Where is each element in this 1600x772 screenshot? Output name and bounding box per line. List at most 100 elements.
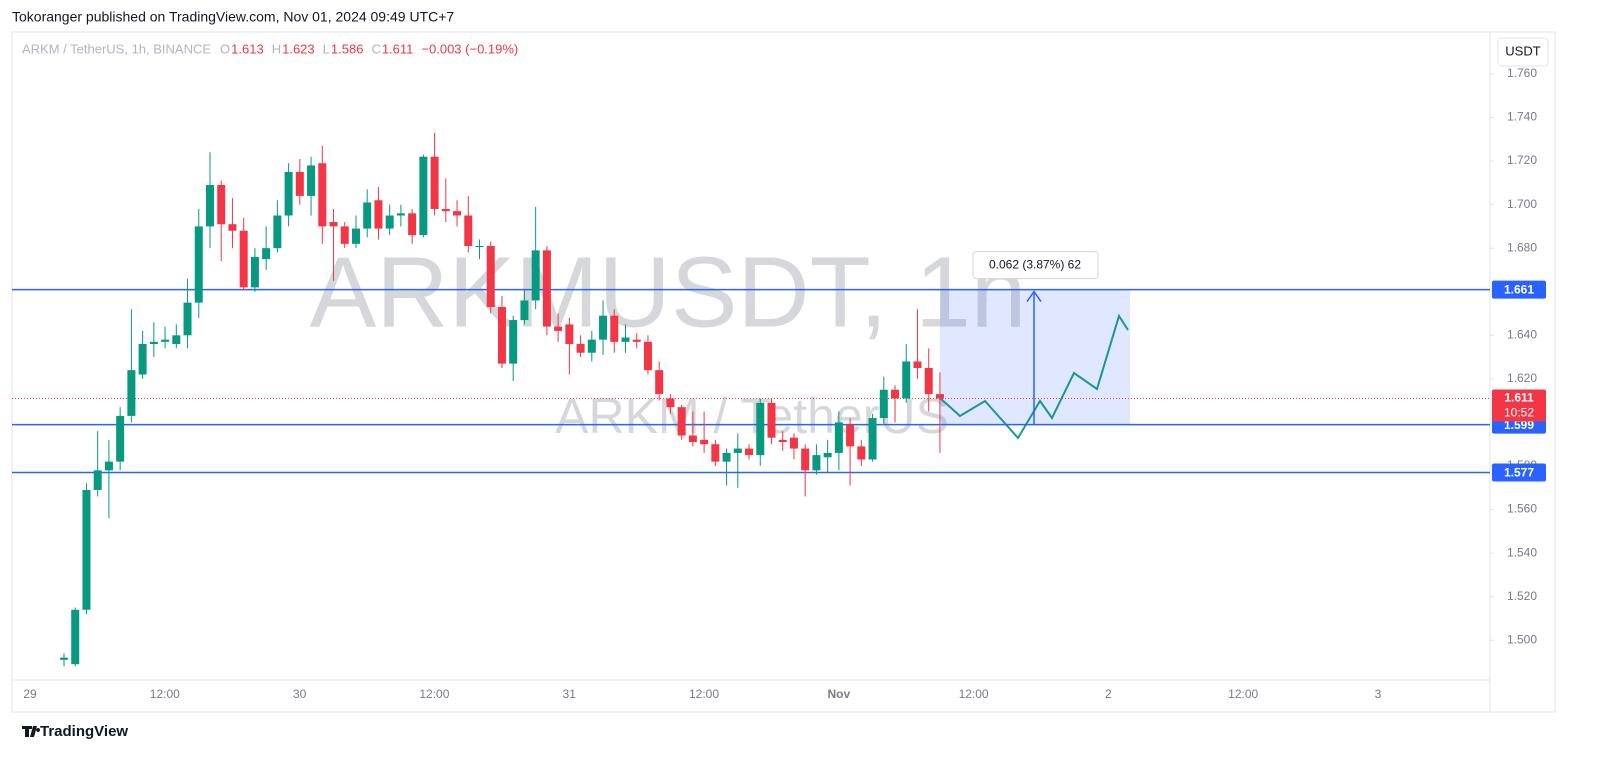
candle-body bbox=[733, 448, 742, 453]
legend-text: H bbox=[272, 41, 281, 56]
legend-text: 1.611 bbox=[382, 41, 414, 56]
candle-body bbox=[250, 256, 259, 288]
candle-body bbox=[711, 444, 720, 462]
candle-body bbox=[677, 407, 686, 436]
currency-button[interactable] bbox=[1497, 37, 1549, 67]
candle-body bbox=[419, 156, 428, 236]
candle-body bbox=[868, 418, 877, 460]
candle-body bbox=[666, 398, 675, 408]
x-tick-label: 12:00 bbox=[1228, 687, 1258, 701]
candle-body bbox=[632, 339, 641, 342]
level-price-label: 1.577 bbox=[1504, 466, 1534, 480]
last-price-label: 1.611 bbox=[1504, 391, 1534, 405]
candle-body bbox=[610, 315, 619, 342]
candle-body bbox=[688, 435, 697, 443]
candle-body bbox=[363, 202, 372, 229]
candle-body bbox=[520, 300, 529, 321]
x-tick-label: 12:00 bbox=[689, 687, 719, 701]
candle-body bbox=[318, 163, 327, 227]
candle-body bbox=[879, 389, 888, 419]
candle-body bbox=[913, 361, 922, 368]
candle-body bbox=[183, 302, 192, 336]
legend-text: 1.613 bbox=[231, 41, 264, 56]
legend-text: L bbox=[323, 41, 330, 56]
candle-body bbox=[172, 335, 181, 345]
measure-arrow-head bbox=[1026, 290, 1042, 302]
y-tick-label: 1.560 bbox=[1507, 502, 1537, 516]
candle-body bbox=[239, 230, 248, 288]
candle-body bbox=[599, 315, 608, 340]
candle-body bbox=[453, 211, 462, 216]
y-tick-label: 1.540 bbox=[1507, 545, 1537, 559]
candle-body bbox=[217, 185, 226, 225]
publisher-line: Tokoranger published on TradingView.com,… bbox=[12, 9, 454, 25]
y-tick-label: 1.640 bbox=[1507, 327, 1537, 341]
candle-body bbox=[700, 439, 709, 445]
candle-body bbox=[71, 609, 80, 665]
candle-body bbox=[194, 226, 203, 303]
candle-body bbox=[396, 213, 405, 216]
candle-body bbox=[902, 361, 911, 399]
candle-body bbox=[430, 156, 439, 209]
candle-body bbox=[60, 657, 68, 660]
candle-body bbox=[801, 448, 810, 471]
level-price-box bbox=[1492, 280, 1546, 299]
candle-body bbox=[475, 246, 484, 248]
currency-label[interactable]: USDT bbox=[1505, 43, 1540, 58]
x-tick-label: 31 bbox=[563, 687, 577, 701]
candle-body bbox=[722, 452, 731, 462]
candle-body bbox=[104, 461, 113, 471]
y-tick-label: 1.620 bbox=[1507, 371, 1537, 385]
legend-text: 1.586 bbox=[331, 41, 364, 56]
candle-body bbox=[935, 394, 944, 399]
candle-body bbox=[823, 452, 832, 458]
candle-body bbox=[408, 213, 417, 236]
candle-body bbox=[329, 222, 338, 227]
logo-icon bbox=[22, 726, 41, 737]
candle-body bbox=[486, 246, 495, 307]
candle-body bbox=[127, 370, 136, 416]
candle-body bbox=[273, 215, 282, 249]
logo-text: TradingView bbox=[40, 723, 128, 740]
candle-body bbox=[565, 324, 574, 345]
countdown-label: 10:52 bbox=[1504, 406, 1534, 420]
candle-body bbox=[846, 424, 855, 447]
candle-body bbox=[587, 339, 596, 353]
candle-body bbox=[542, 250, 551, 327]
candle-body bbox=[82, 489, 91, 610]
legend-text: O bbox=[220, 41, 230, 56]
candle-body bbox=[262, 248, 271, 260]
y-tick-label: 1.720 bbox=[1507, 153, 1537, 167]
candle-body bbox=[464, 215, 473, 247]
x-tick-label: 12:00 bbox=[150, 687, 180, 701]
candle-body bbox=[295, 171, 304, 196]
legend: ARKM / TetherUS, 1h, BINANCE O 1.613 H 1.623… bbox=[22, 41, 518, 56]
candle-body bbox=[857, 446, 866, 460]
candle-body bbox=[228, 224, 237, 231]
last-price-box bbox=[1492, 389, 1546, 422]
candle-body bbox=[351, 228, 360, 244]
y-tick-label: 1.740 bbox=[1507, 110, 1537, 124]
candle-body bbox=[643, 341, 652, 371]
level-price-label: 1.661 bbox=[1504, 283, 1534, 297]
candle-body bbox=[621, 337, 630, 342]
candle-body bbox=[149, 341, 158, 345]
candle-body bbox=[385, 215, 394, 229]
watermark-symbol: ARKMUSDT, 1h bbox=[310, 236, 1027, 348]
candle-body bbox=[93, 470, 102, 490]
candle-body bbox=[116, 415, 125, 462]
candle-body bbox=[745, 448, 754, 456]
candle-body bbox=[767, 402, 776, 438]
watermark: ARKMUSDT, 1h ARKM / TetherUS bbox=[310, 236, 1027, 444]
candle-body bbox=[340, 226, 349, 244]
candle-body bbox=[205, 185, 214, 227]
legend-text: ARKM / TetherUS, 1h, BINANCE bbox=[22, 41, 211, 56]
legend-text: C bbox=[371, 41, 380, 56]
x-tick-label: 2 bbox=[1105, 687, 1112, 701]
candle-body bbox=[284, 171, 293, 216]
candle-body bbox=[789, 437, 798, 449]
level-price-box bbox=[1492, 463, 1546, 482]
candle-body bbox=[161, 339, 170, 342]
